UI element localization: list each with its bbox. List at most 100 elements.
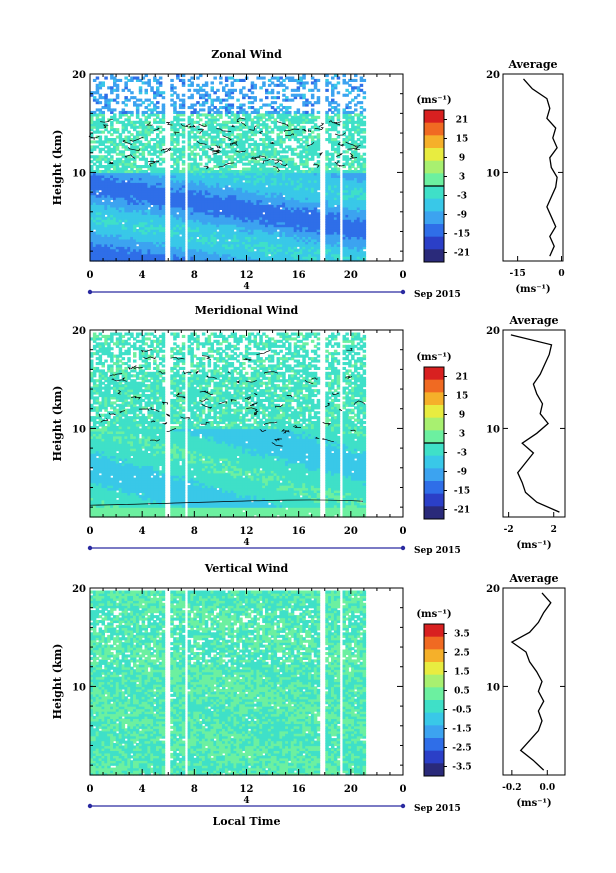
heatmap-cell [95,167,100,171]
heatmap-cell [153,152,157,156]
heatmap-cell [173,258,177,262]
heatmap-cell [173,256,177,260]
heatmap-cell [98,236,103,240]
heatmap-cell [144,172,148,176]
heatmap-cell [144,184,148,188]
heatmap-cell [201,108,206,112]
heatmap-cell [118,170,123,174]
heatmap-cell [158,194,163,198]
heatmap-cell [121,204,126,208]
heatmap-cell [113,253,117,257]
heatmap-cell [95,115,100,119]
heatmap-cell [133,101,137,105]
heatmap-cell [124,170,128,174]
heatmap-cell [118,160,123,164]
heatmap-cell [190,76,194,80]
heatmap-cell [110,128,114,132]
heatmap-cell [153,197,157,201]
heatmap-cell [92,194,97,198]
heatmap-cell [124,201,128,205]
heatmap-cell [121,145,126,149]
heatmap-cell [316,96,321,100]
heatmap-cell [150,219,154,223]
heatmap-cell [90,147,94,151]
heatmap-cell [153,216,157,220]
heatmap-cell [161,103,166,107]
heatmap-cell [133,201,137,205]
heatmap-cell [176,110,180,114]
heatmap-cell [113,88,117,92]
heatmap-cell [115,165,120,169]
heatmap-cell [161,199,166,203]
heatmap-cell [118,167,123,171]
heatmap-cell [170,243,174,247]
heatmap-cell [224,83,229,87]
heatmap-cell [90,174,94,178]
heatmap-cell [181,251,186,255]
heatmap-cell [178,238,183,242]
heatmap-cell [92,184,97,188]
heatmap-cell [144,251,148,255]
heatmap-cell [115,86,120,90]
heatmap-cell [170,155,174,159]
heatmap-cell [107,152,111,156]
heatmap-cell [141,128,146,132]
heatmap-cell [101,251,105,255]
heatmap-cell [161,197,166,201]
heatmap-cell [115,162,120,166]
heatmap-cell [130,123,134,127]
heatmap-cell [156,182,160,186]
heatmap-cell [110,214,114,218]
heatmap-cell [124,204,128,208]
heatmap-cell [130,152,134,156]
heatmap-cell [176,206,180,210]
heatmap-cell [98,162,103,166]
heatmap-cell [124,128,128,132]
heatmap-cell [95,187,100,191]
heatmap-cell [107,251,111,255]
heatmap-cell [170,177,174,181]
heatmap-cell [104,93,108,97]
heatmap-cell [161,184,166,188]
heatmap-cell [110,243,114,247]
heatmap-cell [133,162,137,166]
heatmap-cell [173,123,177,127]
heatmap-cell [107,233,111,237]
heatmap-cell [176,243,180,247]
heatmap-cell [127,204,131,208]
heatmap-cell [135,201,140,205]
heatmap-cell [170,233,174,237]
heatmap-cell [150,182,154,186]
heatmap-cell [158,145,163,149]
heatmap-cell [133,251,137,255]
heatmap-cell [147,229,151,233]
heatmap-cell [104,170,108,174]
heatmap-cell [113,81,117,85]
heatmap-cell [150,243,154,247]
heatmap-cell [144,157,148,161]
heatmap-cell [121,216,126,220]
heatmap-cell [101,110,105,114]
heatmap-cell [107,189,111,193]
heatmap-cell [101,106,105,110]
heatmap-cell [127,241,131,245]
heatmap-cell [104,201,108,205]
heatmap-cell [259,98,263,102]
heatmap-cell [141,243,146,247]
heatmap-cell [110,206,114,210]
heatmap-cell [98,160,103,164]
heatmap-cell [138,214,143,218]
heatmap-cell [170,120,174,124]
heatmap-cell [176,113,180,117]
heatmap-cell [153,184,157,188]
heatmap-cell [156,194,160,198]
heatmap-cell [170,88,174,92]
heatmap-cell [113,172,117,176]
heatmap-cell [178,258,183,262]
heatmap-cell [181,233,186,237]
heatmap-cell [92,110,97,114]
heatmap-cell [316,160,321,164]
heatmap-cell [144,120,148,124]
heatmap-cell [158,170,163,174]
